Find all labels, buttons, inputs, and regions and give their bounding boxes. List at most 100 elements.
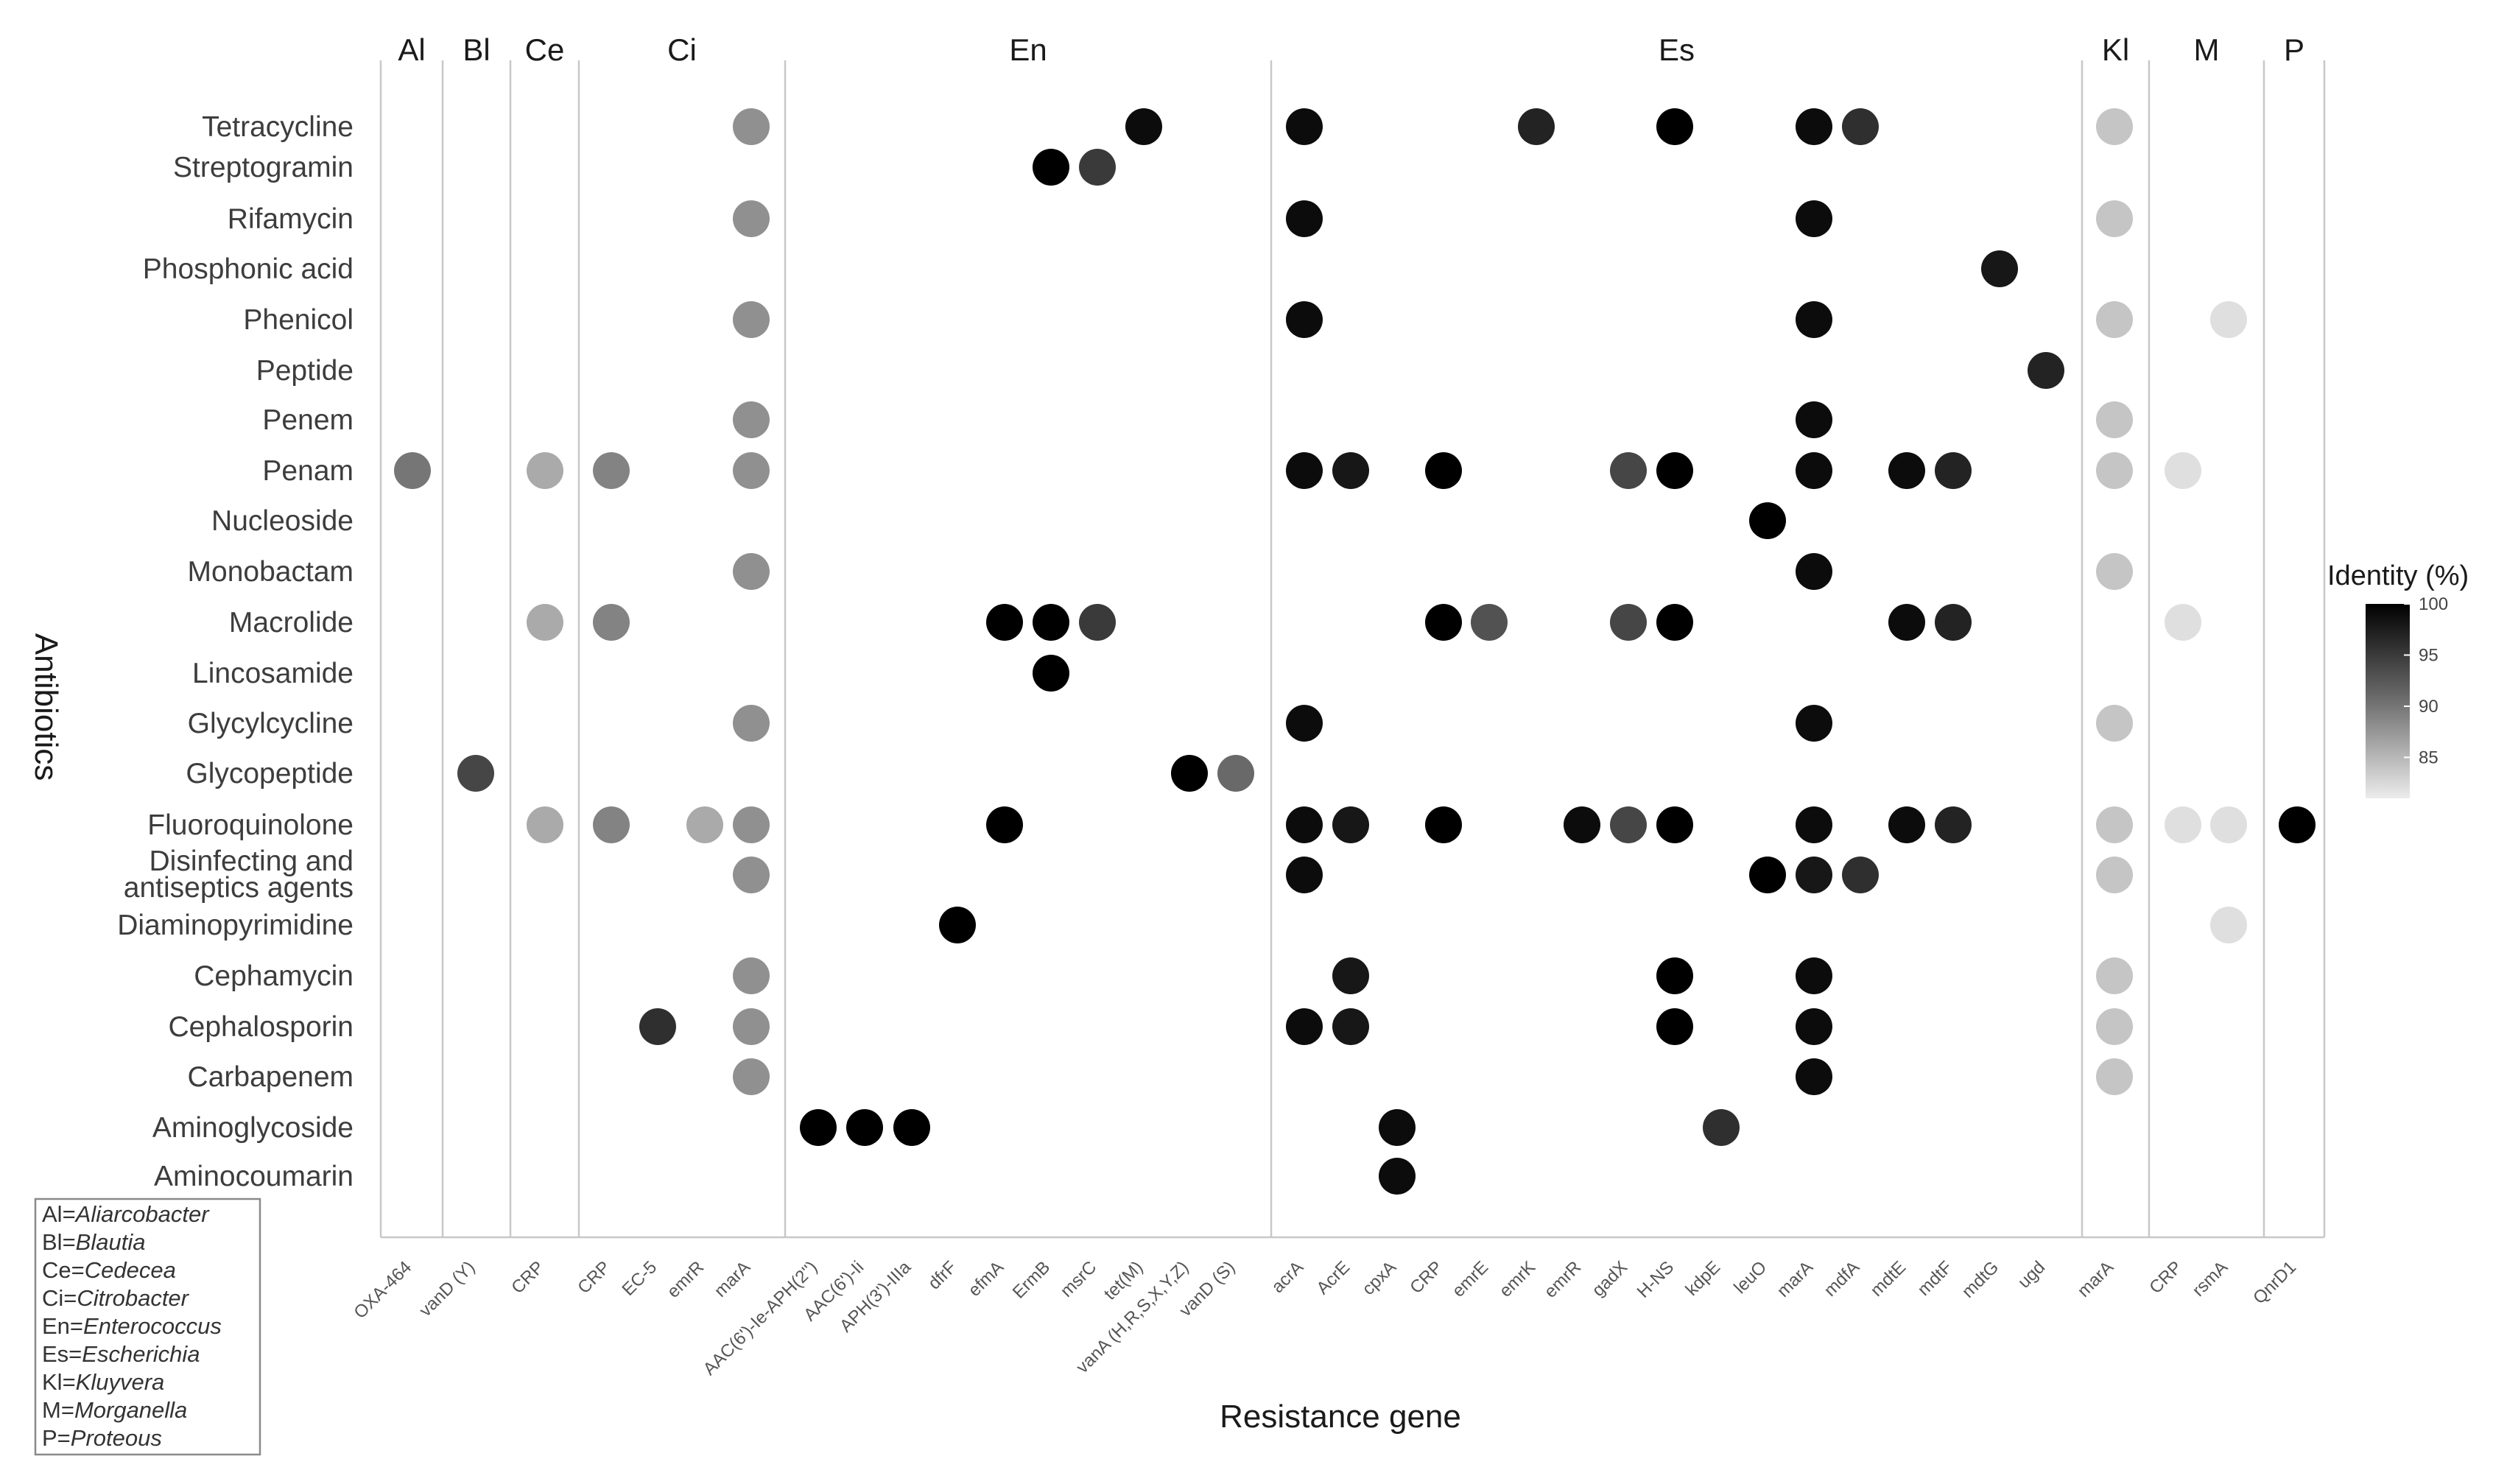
point-ci-mara-monobactam	[733, 553, 770, 590]
point-es-mara-carbapenem	[1796, 1058, 1832, 1095]
y-tick-label-aminocoumarin: Aminocoumarin	[154, 1161, 354, 1192]
point-kl-mara-penam	[2096, 452, 2133, 489]
y-tick-label-phenicol: Phenicol	[243, 304, 354, 336]
y-tick-label-glycylcycline: Glycylcycline	[188, 708, 354, 739]
point-es-mdfa-disinfecting-and-antiseptics-agents	[1842, 857, 1879, 893]
point-en-aph-3-iiia-aminoglycoside	[893, 1109, 930, 1146]
point-en-aac-6-ie-aph-2-aminoglycoside	[800, 1109, 837, 1146]
legend-title: Identity (%)	[2327, 560, 2469, 591]
point-en-efma-macrolide	[986, 604, 1023, 641]
point-ci-crp-macrolide	[593, 604, 630, 641]
x-tick-label-en-msrc: msrC	[1057, 1257, 1101, 1301]
x-tick-label-ci-ec-5: EC-5	[618, 1257, 661, 1300]
point-kl-mara-disinfecting-and-antiseptics-agents	[2096, 857, 2133, 893]
point-en-ermb-streptogramin	[1033, 149, 1069, 186]
point-es-acre-cephamycin	[1332, 957, 1369, 994]
x-tick-label-ci-crp: CRP	[574, 1257, 614, 1298]
point-ci-mara-penam	[733, 452, 770, 489]
point-en-msrc-streptogramin	[1079, 149, 1116, 186]
genus-key-entry-enterococcus: En=Enterococcus	[42, 1313, 222, 1339]
point-kl-mara-monobactam	[2096, 553, 2133, 590]
point-kl-mara-fluoroquinolone	[2096, 806, 2133, 843]
point-es-acre-fluoroquinolone	[1332, 806, 1369, 843]
y-tick-label-macrolide: Macrolide	[229, 607, 354, 639]
point-ci-mara-disinfecting-and-antiseptics-agents	[733, 857, 770, 893]
genus-key-entry-cedecea: Ce=Cedecea	[42, 1257, 176, 1283]
point-en-vana-h-r-s-x-y-z-glycopeptide	[1171, 755, 1208, 792]
y-axis-title: Antibiotics	[28, 633, 64, 781]
point-es-acra-penam	[1286, 452, 1323, 489]
point-es-mara-glycylcycline	[1796, 705, 1832, 742]
facet-label-p: P	[2284, 32, 2304, 67]
point-kl-mara-rifamycin	[2096, 200, 2133, 237]
facet-label-es: Es	[1659, 32, 1695, 67]
y-tick-label-glycopeptide: Glycopeptide	[186, 758, 354, 790]
point-es-h-ns-fluoroquinolone	[1656, 806, 1693, 843]
genus-key-entry-escherichia: Es=Escherichia	[42, 1341, 200, 1367]
x-tick-label-es-emre: emrE	[1449, 1257, 1493, 1301]
y-tick-label-monobactam: Monobactam	[188, 556, 354, 588]
y-tick-label-cephamycin: Cephamycin	[194, 960, 354, 992]
point-m-rsma-diaminopyrimidine	[2210, 907, 2247, 943]
x-tick-label-es-mdtf: mdtF	[1913, 1257, 1956, 1300]
x-tick-label-en-dfrf: dfrF	[924, 1257, 960, 1293]
x-tick-label-es-crp: CRP	[1406, 1257, 1446, 1298]
x-tick-label-m-rsma: rsmA	[2189, 1257, 2232, 1301]
point-es-kdpe-aminoglycoside	[1703, 1109, 1740, 1146]
point-es-mdfa-tetracycline	[1842, 108, 1879, 145]
facet-label-bl: Bl	[463, 32, 490, 67]
facet-label-kl: Kl	[2102, 32, 2129, 67]
point-ci-mara-cephamycin	[733, 957, 770, 994]
x-tick-label-es-emrk: emrK	[1496, 1257, 1540, 1301]
point-es-h-ns-cephalosporin	[1656, 1008, 1693, 1045]
x-tick-label-ce-crp: CRP	[507, 1257, 548, 1298]
x-tick-label-es-ugd: ugd	[2014, 1257, 2049, 1292]
y-tick-label-penem: Penem	[262, 404, 354, 436]
x-tick-label-es-cpxa: cpxA	[1358, 1257, 1400, 1299]
x-tick-label-es-acra: acrA	[1267, 1257, 1307, 1297]
point-es-mara-cephamycin	[1796, 957, 1832, 994]
genus-key-entry-aliarcobacter: Al=Aliarcobacter	[42, 1201, 210, 1227]
point-en-aac-6-ii-aminoglycoside	[846, 1109, 883, 1146]
y-tick-label-peptide: Peptide	[256, 355, 354, 387]
point-es-mara-phenicol	[1796, 301, 1832, 338]
x-tick-label-es-mdfa: mdfA	[1821, 1257, 1864, 1301]
legend-colorbar	[2366, 604, 2410, 798]
point-es-mara-rifamycin	[1796, 200, 1832, 237]
legend-tick-label-90: 90	[2419, 697, 2439, 717]
x-tick-label-en-efma: efmA	[965, 1257, 1008, 1301]
point-al-oxa-464-penam	[394, 452, 431, 489]
point-kl-mara-carbapenem	[2096, 1058, 2133, 1095]
y-tick-label-penam: Penam	[262, 455, 354, 487]
x-tick-label-es-mdtg: mdtG	[1958, 1257, 2003, 1302]
point-bl-vand-y-glycopeptide	[457, 755, 494, 792]
facet-label-m: M	[2194, 32, 2220, 67]
point-es-acre-penam	[1332, 452, 1369, 489]
point-m-rsma-fluoroquinolone	[2210, 806, 2247, 843]
x-tick-label-es-gadx: gadX	[1589, 1257, 1632, 1301]
y-tick-label-streptogramin: Streptogramin	[173, 152, 354, 183]
point-es-cpxa-aminoglycoside	[1379, 1109, 1416, 1146]
point-ci-crp-penam	[593, 452, 630, 489]
point-ci-mara-glycylcycline	[733, 705, 770, 742]
x-tick-label-es-acre: AcrE	[1312, 1257, 1354, 1298]
y-tick-label-tetracycline: Tetracycline	[202, 111, 354, 143]
facet-label-ci: Ci	[667, 32, 697, 67]
point-es-mara-monobactam	[1796, 553, 1832, 590]
point-es-mdtg-phosphonic-acid	[1981, 250, 2018, 287]
point-es-acra-glycylcycline	[1286, 705, 1323, 742]
point-m-rsma-phenicol	[2210, 301, 2247, 338]
point-ci-mara-fluoroquinolone	[733, 806, 770, 843]
point-kl-mara-penem	[2096, 401, 2133, 438]
point-es-mdtf-macrolide	[1935, 604, 1972, 641]
point-es-mdte-penam	[1888, 452, 1925, 489]
point-ci-mara-rifamycin	[733, 200, 770, 237]
point-es-leuo-disinfecting-and-antiseptics-agents	[1749, 857, 1786, 893]
point-es-mdte-macrolide	[1888, 604, 1925, 641]
point-es-acra-phenicol	[1286, 301, 1323, 338]
point-es-gadx-macrolide	[1610, 604, 1647, 641]
legend-tick-label-85: 85	[2419, 748, 2439, 767]
x-tick-label-p-qnrd1: QnrD1	[2249, 1257, 2300, 1308]
